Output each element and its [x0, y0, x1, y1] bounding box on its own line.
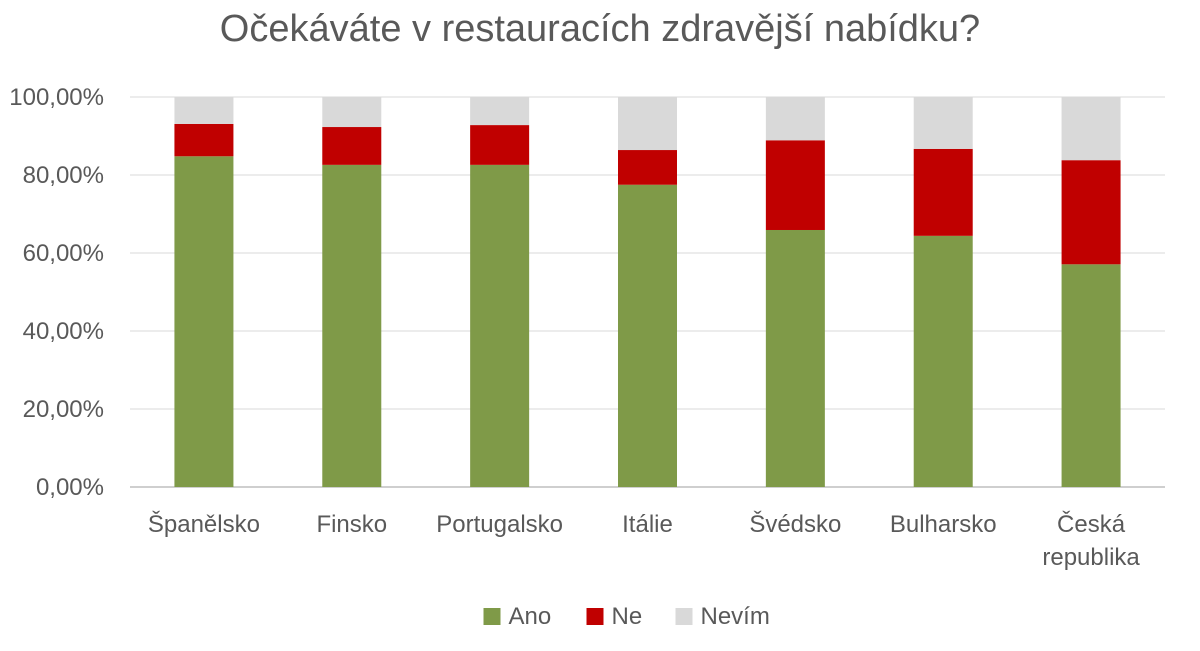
legend-label: Nevím: [701, 603, 770, 630]
bar-segment: [470, 97, 530, 126]
y-tick-label: 100,00%: [9, 84, 104, 111]
bar-segment: [1061, 264, 1121, 487]
y-axis-ticks: 0,00% 20,00% 40,00% 60,00% 80,00% 100,00%: [9, 84, 104, 501]
bar-segment: [322, 164, 382, 488]
y-tick-label: 40,00%: [23, 318, 104, 345]
legend-swatch: [586, 608, 604, 625]
x-tick-label: Španělsko: [148, 510, 260, 538]
bar-segment: [1061, 97, 1121, 161]
bar-segment: [322, 127, 382, 165]
bars-layer: [174, 97, 1121, 488]
legend-label: Ano: [509, 603, 552, 630]
x-tick-label: republika: [1042, 544, 1140, 571]
x-tick-label: Švédsko: [749, 510, 841, 538]
y-tick-label: 80,00%: [23, 162, 104, 189]
bar-segment: [618, 150, 677, 185]
bar-segment: [765, 140, 825, 230]
bar-segment: [913, 97, 973, 149]
chart-title: Očekáváte v restauracích zdravější nabíd…: [219, 8, 981, 50]
bar-segment: [618, 97, 677, 151]
y-tick-label: 20,00%: [23, 396, 104, 423]
x-tick-label: Finsko: [316, 511, 387, 538]
bar-segment: [470, 164, 530, 488]
bar-segment: [913, 148, 973, 236]
bar-segment: [765, 229, 825, 488]
bar-segment: [322, 97, 382, 128]
bar-segment: [174, 156, 234, 487]
legend-swatch: [483, 608, 501, 625]
x-tick-label: Portugalsko: [436, 511, 563, 538]
bar-segment: [174, 97, 234, 124]
bar-segment: [913, 235, 973, 487]
bar-segment: [1061, 160, 1121, 265]
legend-label: Ne: [612, 603, 643, 630]
y-tick-label: 0,00%: [36, 474, 104, 501]
bar-segment: [618, 184, 677, 487]
x-tick-label: Česká: [1057, 510, 1126, 538]
x-tick-label: Itálie: [622, 511, 673, 538]
x-tick-label: Bulharsko: [890, 511, 997, 538]
legend-swatch: [675, 608, 693, 625]
x-axis-ticks: Španělsko Finsko Portugalsko Itálie Švédsko B…: [148, 510, 1141, 571]
bar-segment: [174, 123, 234, 157]
y-tick-label: 60,00%: [23, 240, 104, 267]
bar-segment: [765, 97, 825, 141]
legend: Ano Ne Nevím: [483, 603, 770, 630]
bar-segment: [470, 125, 530, 165]
